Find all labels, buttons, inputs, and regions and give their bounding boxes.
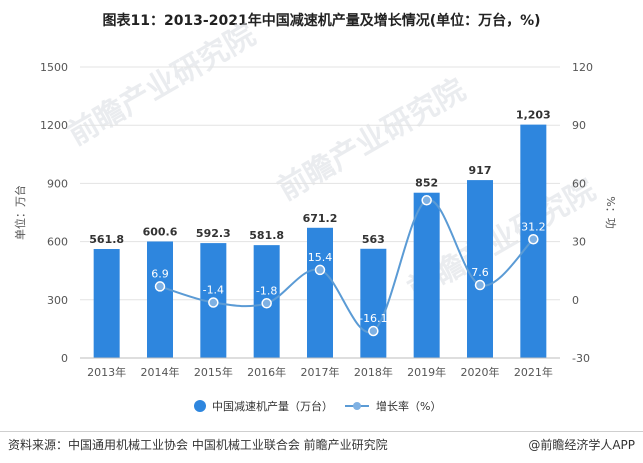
growth-point — [368, 325, 379, 337]
growth-point — [314, 264, 326, 276]
bar — [307, 227, 333, 358]
growth-value-label: 7.6 — [471, 266, 489, 279]
x-tick-label: 2018年 — [354, 365, 393, 379]
growth-value-label: -16.1 — [359, 312, 387, 325]
y-tick-label: 600 — [47, 236, 68, 249]
x-tick-label: 2019年 — [407, 365, 446, 379]
bar-value-label: 600.6 — [143, 225, 178, 238]
y-tick-label: 1200 — [40, 119, 68, 132]
brand-label: @前瞻经济学人APP — [528, 438, 635, 452]
bar-value-label: 1,203 — [516, 109, 551, 122]
bar — [147, 241, 173, 358]
chart-svg: 561.8 600.6 592.3 581.8 671.2 563 852 917 1,203 6… — [13, 61, 617, 413]
footer-divider — [0, 431, 643, 432]
y2-tick-label: 60 — [572, 177, 586, 190]
bar — [467, 180, 493, 358]
bar-value-label: 581.8 — [249, 229, 284, 242]
legend-line-marker — [353, 402, 361, 410]
bar-value-label: 592.3 — [196, 227, 231, 240]
growth-value-label: 31.2 — [521, 220, 546, 233]
growth-point — [154, 281, 166, 292]
bar-value-label: 671.2 — [303, 212, 338, 225]
bar — [413, 192, 440, 358]
x-tick-label: 2017年 — [301, 365, 340, 379]
x-tick-label: 2021年 — [514, 365, 553, 379]
axes: 0 300 600 900 1200 1500 -30 0 30 60 90 120 单位：万台 %：功 2… — [13, 61, 617, 379]
bar-value-label: 563 — [362, 233, 385, 246]
growth-point — [421, 195, 432, 206]
growth-point — [208, 297, 219, 308]
data-labels: 561.8 600.6 592.3 581.8 671.2 563 852 917 1,203 6… — [89, 109, 550, 325]
legend-bar-label: 中国减速机产量（万台） — [212, 399, 333, 413]
line-series — [154, 195, 539, 337]
bar-value-label: 561.8 — [89, 233, 124, 246]
bar — [360, 248, 387, 358]
y-tick-label: 0 — [61, 352, 68, 365]
growth-point — [528, 234, 539, 245]
y2-axis-title: %：功 — [604, 196, 617, 228]
bar-value-label: 917 — [469, 164, 492, 177]
y2-tick-label: -30 — [572, 352, 590, 365]
growth-point — [261, 298, 272, 309]
growth-value-label: -1.8 — [256, 284, 277, 297]
growth-value-label: 6.9 — [151, 267, 169, 280]
y-tick-label: 1500 — [40, 61, 68, 74]
growth-point — [474, 279, 486, 291]
bar-series — [93, 124, 547, 358]
chart-title: 图表11：2013-2021年中国减速机产量及增长情况(单位：万台，%) — [102, 13, 541, 29]
y2-tick-label: 120 — [572, 61, 593, 74]
x-tick-label: 2015年 — [194, 365, 233, 379]
legend-bar-swatch — [194, 400, 206, 412]
growth-value-label: 15.4 — [308, 251, 333, 264]
legend: 中国减速机产量（万台） 增长率（%） — [194, 399, 441, 413]
y-tick-label: 300 — [47, 294, 68, 307]
x-tick-label: 2013年 — [87, 365, 126, 379]
x-tick-label: 2016年 — [247, 365, 286, 379]
y-axis-title: 单位：万台 — [13, 185, 27, 240]
bar — [93, 249, 120, 358]
y2-tick-label: 30 — [572, 236, 586, 249]
source-note: 资料来源：中国通用机械工业协会 中国机械工业联合会 前瞻产业研究院 — [8, 438, 388, 452]
x-tick-label: 2014年 — [141, 365, 180, 379]
growth-value-label: -1.4 — [203, 284, 224, 297]
y-tick-label: 900 — [47, 177, 68, 190]
y2-tick-label: 90 — [572, 119, 586, 132]
legend-line-label: 增长率（%） — [376, 399, 441, 413]
y2-tick-label: 0 — [572, 294, 579, 307]
x-tick-label: 2020年 — [461, 365, 500, 379]
bar-value-label: 852 — [415, 177, 438, 190]
